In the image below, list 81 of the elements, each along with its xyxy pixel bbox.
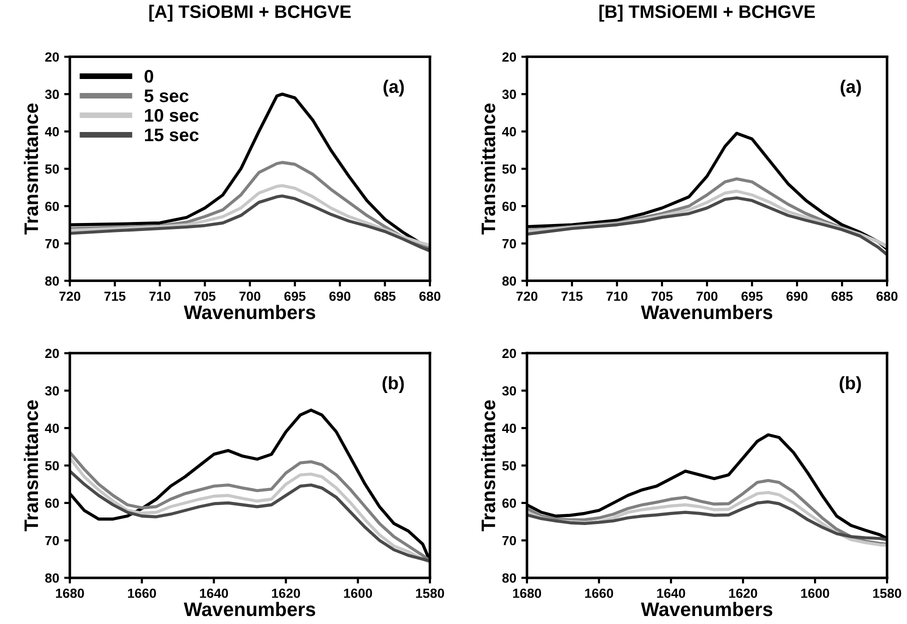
y-tick-label: 30 [502,90,516,100]
x-tick-label: 715 [104,292,126,301]
y-tick-label: 40 [44,424,59,433]
x-tick-label: 710 [149,292,170,301]
y-tick-label: 80 [45,573,59,583]
x-tick-label: 700 [239,292,260,301]
x-axis-title: Wavenumbers [184,602,316,616]
x-tick-label: 1660 [585,588,614,598]
legend-label: 15 sec [145,128,199,142]
x-tick-label: 1620 [729,588,758,598]
x-tick-label: 685 [832,292,853,301]
x-axis-title: Wavenumbers [640,304,772,320]
legend-label: 0 [144,70,154,83]
y-tick-label: 30 [45,90,59,100]
y-tick-label: 20 [502,52,516,62]
y-axis-title: Transmittance [480,400,496,532]
x-tick-label: 720 [516,292,538,301]
x-tick-label: 720 [59,292,80,301]
y-tick-label: 60 [502,498,516,508]
x-tick-label: 705 [194,292,216,301]
legend-label: 5 sec [144,90,189,102]
x-tick-label: 1600 [344,588,372,598]
y-tick-label: 70 [502,536,516,546]
y-tick-label: 20 [45,348,59,358]
x-tick-label: 690 [329,292,350,301]
y-tick-label: 80 [45,276,59,286]
annotation: (b) [840,376,861,394]
y-tick-label: 60 [45,498,59,508]
annotation: (b) [382,376,404,394]
y-tick-label: 70 [502,239,516,248]
y-tick-label: 80 [502,573,516,583]
x-tick-label: 1580 [416,588,444,598]
y-axis-title: Transmittance [24,104,38,234]
x-tick-label: 1680 [513,588,542,598]
chart-title: [B] TMSiOEMI + BCHGVE [599,4,815,22]
x-tick-label: 680 [419,292,440,301]
y-tick-label: 70 [45,239,59,248]
y-tick-label: 60 [502,202,516,212]
annotation: (a) [384,80,404,97]
y-tick-label: 50 [45,461,59,470]
chart-title: [A] TSiOBMI + BCHGVE [149,4,351,22]
y-tick-label: 20 [45,52,59,62]
y-tick-label: 70 [45,536,59,546]
x-tick-label: 680 [876,292,898,301]
x-tick-label: 685 [374,292,396,301]
y-tick-label: 30 [45,386,59,396]
x-tick-label: 700 [696,292,718,301]
line-series [526,196,888,256]
x-tick-label: 715 [562,292,583,301]
x-tick-label: 1640 [657,588,686,598]
x-tick-label: 1640 [200,588,228,598]
x-tick-label: 1580 [873,588,902,598]
y-tick-label: 40 [502,127,516,136]
x-tick-label: 705 [652,292,673,301]
y-axis-title: Transmittance [24,400,38,532]
y-tick-label: 20 [502,348,516,358]
x-tick-label: 690 [786,292,808,301]
y-tick-label: 50 [502,461,516,470]
y-tick-label: 40 [44,127,59,136]
y-tick-label: 80 [502,276,516,286]
y-tick-label: 50 [502,164,516,174]
y-axis-title: Transmittance [480,104,496,234]
legend-label: 10 sec [145,108,199,122]
x-axis-title: Wavenumbers [640,602,772,616]
line-series [526,500,888,542]
x-tick-label: 695 [284,292,306,301]
line-series [70,194,430,252]
y-tick-label: 50 [45,164,59,174]
y-tick-label: 30 [502,386,516,396]
x-tick-label: 1600 [801,588,830,598]
x-axis-title: Wavenumbers [184,304,316,320]
x-tick-label: 695 [741,292,763,301]
y-tick-label: 60 [45,202,59,212]
line-series [70,184,430,247]
x-tick-label: 1620 [272,588,300,598]
x-tick-label: 1680 [56,588,84,598]
x-tick-label: 1660 [128,588,156,598]
y-tick-label: 40 [502,424,516,433]
line-series [526,478,888,546]
annotation: (a) [840,80,861,97]
x-tick-label: 710 [606,292,628,301]
